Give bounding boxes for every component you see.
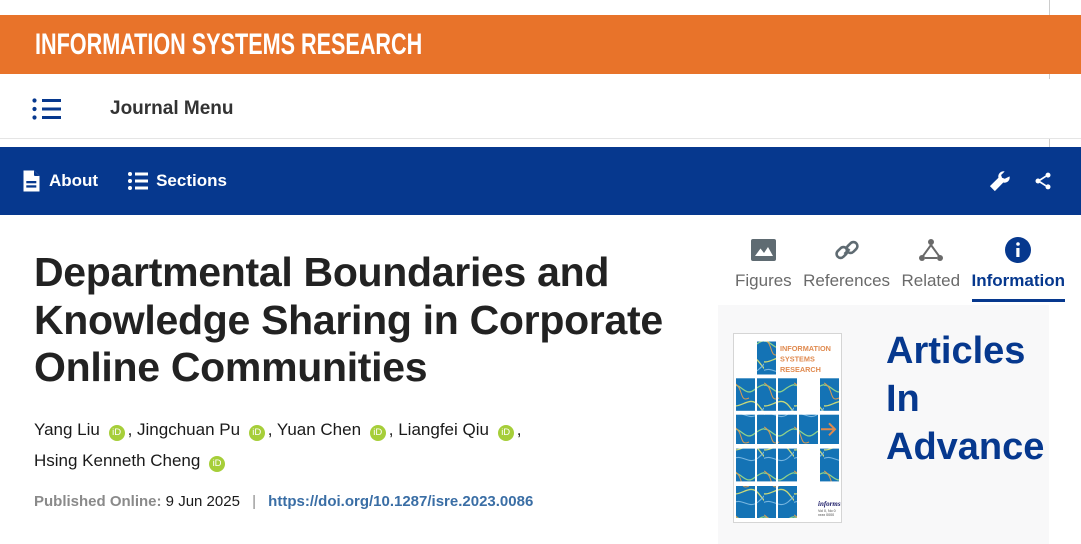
svg-text:SYSTEMS: SYSTEMS (780, 355, 815, 364)
svg-text:RESEARCH: RESEARCH (780, 365, 821, 374)
svg-text:informs: informs (818, 500, 841, 508)
svg-text:xxxx 0000: xxxx 0000 (818, 513, 834, 517)
svg-text:INFORMATION: INFORMATION (780, 344, 831, 353)
